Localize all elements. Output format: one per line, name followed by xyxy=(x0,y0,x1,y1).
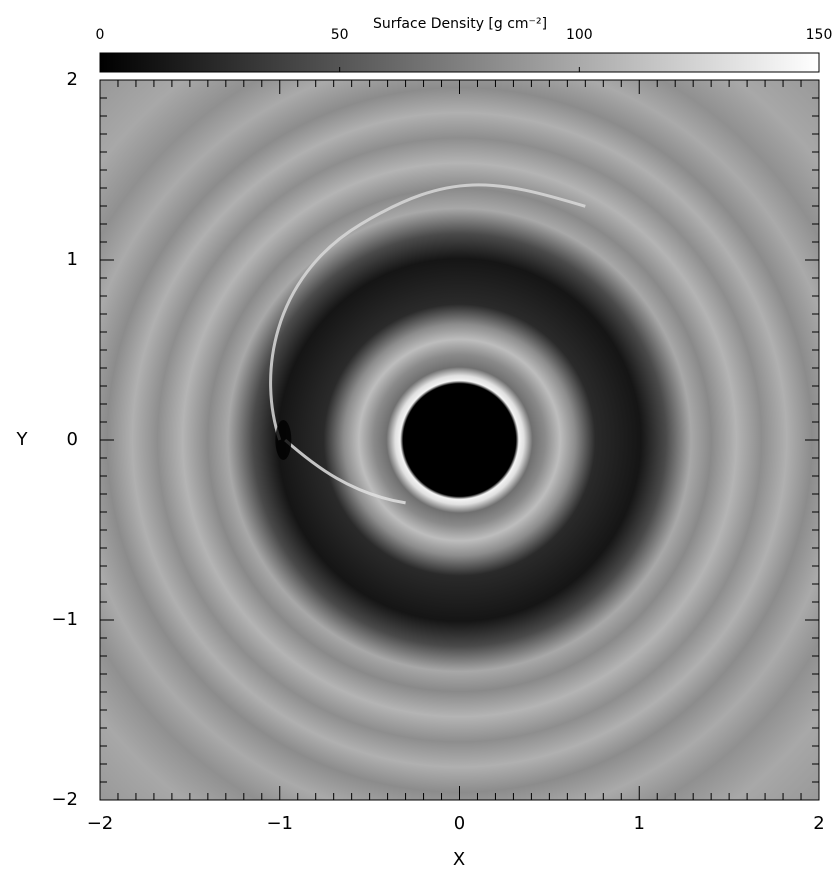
y-axis-label: Y xyxy=(16,429,29,450)
colorbar xyxy=(100,53,819,72)
y-tick-label: −1 xyxy=(51,609,78,630)
density-image xyxy=(100,80,819,800)
x-tick-label: −1 xyxy=(266,813,293,834)
chart: Surface Density [g cm⁻²] Y X 050100150−2… xyxy=(0,0,837,875)
colorbar-tick-label: 0 xyxy=(96,27,105,43)
colorbar-label: Surface Density [g cm⁻²] xyxy=(373,16,547,32)
colorbar-tick-label: 50 xyxy=(331,27,349,43)
x-tick-label: 1 xyxy=(634,813,645,834)
x-tick-label: −2 xyxy=(87,813,114,834)
planet-gap xyxy=(275,420,291,460)
x-tick-label: 2 xyxy=(813,813,824,834)
colorbar-tick-label: 100 xyxy=(566,27,593,43)
y-tick-label: −2 xyxy=(51,789,78,810)
x-axis-label: X xyxy=(453,849,465,870)
y-tick-label: 2 xyxy=(67,69,78,90)
density-map xyxy=(100,80,819,800)
y-tick-label: 0 xyxy=(67,429,78,450)
x-tick-label: 0 xyxy=(454,813,465,834)
colorbar-tick-label: 150 xyxy=(806,27,833,43)
y-tick-label: 1 xyxy=(67,249,78,270)
